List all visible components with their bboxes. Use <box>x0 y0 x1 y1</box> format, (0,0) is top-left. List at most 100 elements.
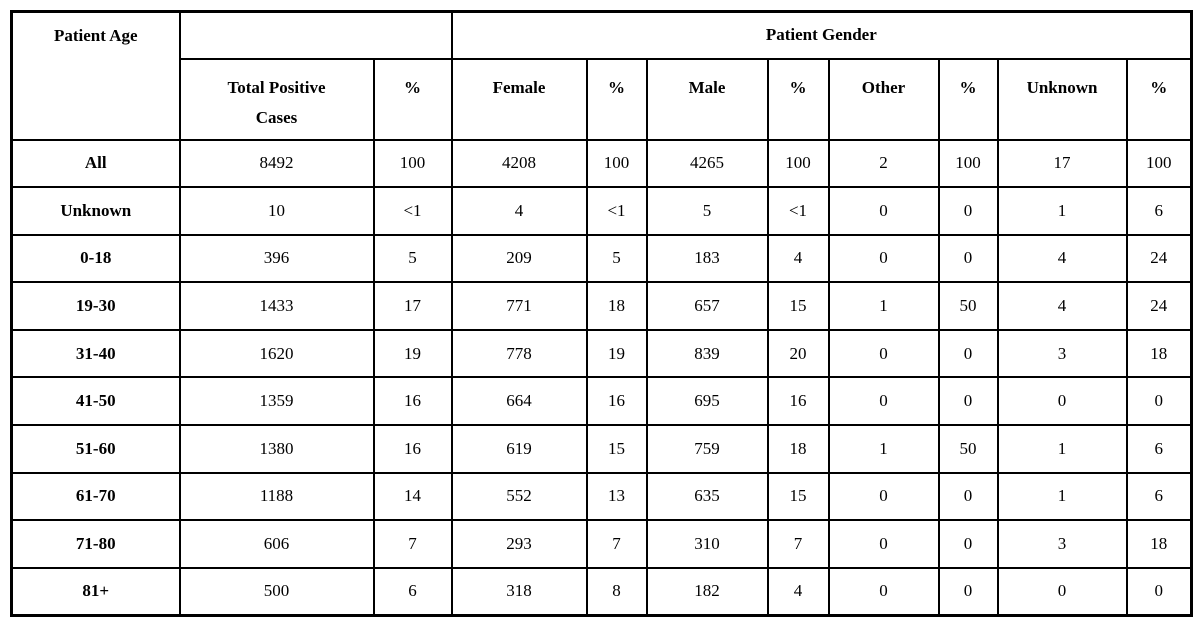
data-cell: 1380 <box>178 424 375 474</box>
data-cell: 4 <box>996 281 1128 331</box>
data-cell: 0 <box>937 566 999 617</box>
age-group-cell: 61-70 <box>10 471 181 522</box>
data-cell: 0 <box>996 566 1128 617</box>
data-cell: 0 <box>937 519 999 569</box>
data-cell: 293 <box>450 519 588 569</box>
data-cell: 8492 <box>178 138 375 189</box>
age-group-cell: All <box>10 138 181 189</box>
data-cell: 10 <box>178 186 375 236</box>
data-cell: 18 <box>1125 519 1193 569</box>
data-cell: 0 <box>827 328 940 379</box>
column-header-total-positive-cases: Total Positive Cases <box>178 57 375 141</box>
data-cell: 100 <box>585 138 648 189</box>
column-header-total-percent: % <box>372 57 453 141</box>
data-cell: 5 <box>372 233 453 284</box>
data-cell: 1359 <box>178 376 375 427</box>
data-cell: 1620 <box>178 328 375 379</box>
data-cell: 0 <box>937 328 999 379</box>
data-cell: 15 <box>585 424 648 474</box>
data-cell: 0 <box>827 376 940 427</box>
data-cell: 0 <box>937 186 999 236</box>
data-cell: 17 <box>996 138 1128 189</box>
patient-gender-header: Patient Gender <box>450 10 1193 60</box>
data-cell: 24 <box>1125 233 1193 284</box>
data-cell: 6 <box>372 566 453 617</box>
data-cell: 778 <box>450 328 588 379</box>
data-cell: 1 <box>996 471 1128 522</box>
data-cell: 1188 <box>178 471 375 522</box>
age-group-cell: 81+ <box>10 566 181 617</box>
data-cell: 695 <box>645 376 769 427</box>
data-cell: 16 <box>372 376 453 427</box>
data-cell: 657 <box>645 281 769 331</box>
patient-demographics-table: Patient Age Patient Gender Total Positiv… <box>10 10 1194 617</box>
data-cell: 318 <box>450 566 588 617</box>
data-cell: 16 <box>372 424 453 474</box>
column-header-male-percent: % <box>766 57 830 141</box>
data-cell: 18 <box>585 281 648 331</box>
table-body: All 8492 100 4208 100 4265 100 2 100 17 100 Unknown… <box>10 138 1193 617</box>
data-cell: 13 <box>585 471 648 522</box>
table-row: 81+ 500 6 318 8 182 4 0 0 0 0 <box>10 566 1193 617</box>
table-row: All 8492 100 4208 100 4265 100 2 100 17 100 <box>10 138 1193 189</box>
data-cell: 100 <box>766 138 830 189</box>
table-row: 41-50 1359 16 664 16 695 16 0 0 0 0 <box>10 376 1193 427</box>
data-cell: 4208 <box>450 138 588 189</box>
table-row: Unknown 10 <1 4 <1 5 <1 0 0 1 6 <box>10 186 1193 236</box>
data-cell: 7 <box>766 519 830 569</box>
data-cell: 3 <box>996 328 1128 379</box>
data-cell: 50 <box>937 424 999 474</box>
column-header-other: Other <box>827 57 940 141</box>
data-cell: 4 <box>766 233 830 284</box>
header-row-columns: Total Positive Cases % Female % Male % O… <box>12 57 1193 141</box>
data-cell: 15 <box>766 471 830 522</box>
data-cell: 6 <box>1125 471 1193 522</box>
data-cell: 0 <box>937 471 999 522</box>
data-cell: 664 <box>450 376 588 427</box>
column-header-male: Male <box>645 57 769 141</box>
data-cell: 6 <box>1125 186 1193 236</box>
data-cell: 6 <box>1125 424 1193 474</box>
data-cell: 0 <box>827 519 940 569</box>
data-cell: 100 <box>1125 138 1193 189</box>
data-cell: 635 <box>645 471 769 522</box>
table-row: 31-40 1620 19 778 19 839 20 0 0 3 18 <box>10 328 1193 379</box>
age-group-cell: Unknown <box>10 186 181 236</box>
data-cell: 209 <box>450 233 588 284</box>
data-cell: 18 <box>1125 328 1193 379</box>
data-cell: 16 <box>766 376 830 427</box>
data-cell: 4265 <box>645 138 769 189</box>
column-header-unknown-percent: % <box>1125 57 1193 141</box>
data-cell: 759 <box>645 424 769 474</box>
table-row: 71-80 606 7 293 7 310 7 0 0 3 18 <box>10 519 1193 569</box>
age-group-cell: 0-18 <box>10 233 181 284</box>
data-cell: 3 <box>996 519 1128 569</box>
data-cell: 310 <box>645 519 769 569</box>
data-cell: 1 <box>827 424 940 474</box>
data-cell: 8 <box>585 566 648 617</box>
data-cell: 0 <box>1125 566 1193 617</box>
data-cell: 1 <box>827 281 940 331</box>
data-cell: 0 <box>996 376 1128 427</box>
data-cell: 839 <box>645 328 769 379</box>
column-header-unknown: Unknown <box>996 57 1128 141</box>
data-cell: 183 <box>645 233 769 284</box>
data-cell: 0 <box>937 376 999 427</box>
data-cell: <1 <box>372 186 453 236</box>
data-cell: 606 <box>178 519 375 569</box>
data-cell: 50 <box>937 281 999 331</box>
data-cell: 20 <box>766 328 830 379</box>
age-group-cell: 19-30 <box>10 281 181 331</box>
data-cell: 17 <box>372 281 453 331</box>
column-header-female: Female <box>450 57 588 141</box>
data-cell: 1 <box>996 186 1128 236</box>
data-cell: 4 <box>996 233 1128 284</box>
data-cell: 0 <box>827 471 940 522</box>
data-cell: 0 <box>1125 376 1193 427</box>
data-cell: 500 <box>178 566 375 617</box>
data-cell: 100 <box>372 138 453 189</box>
data-cell: 7 <box>372 519 453 569</box>
table-row: 0-18 396 5 209 5 183 4 0 0 4 24 <box>10 233 1193 284</box>
header-row-groups: Patient Age Patient Gender <box>10 10 1193 141</box>
table-row: 51-60 1380 16 619 15 759 18 1 50 1 6 <box>10 424 1193 474</box>
